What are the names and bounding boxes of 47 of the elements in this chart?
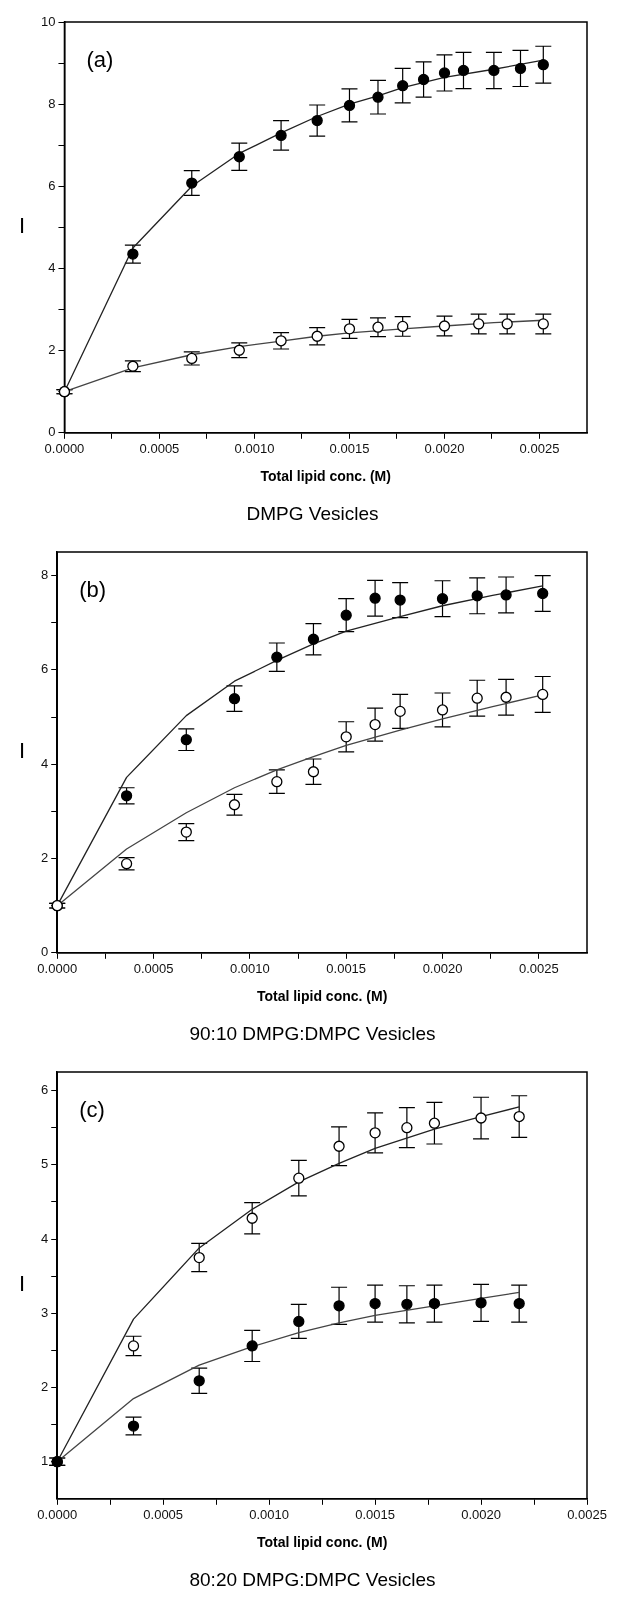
y-tick-label: 8 — [41, 567, 49, 583]
y-tick-label: 0 — [48, 424, 56, 440]
annotation: (a) — [86, 47, 114, 73]
y-axis-title: I — [18, 738, 26, 764]
x-axis-title: Total lipid conc. (M) — [256, 1533, 388, 1550]
y-tick-label: 4 — [41, 755, 49, 771]
text: 80:20 DMPG:DMPC Vesicles — [189, 1568, 436, 1590]
x-tick-label: 0.0020 — [422, 961, 463, 977]
x-tick-label: 0.0020 — [424, 441, 465, 457]
text: DMPG Vesicles — [246, 502, 379, 524]
x-tick-label: 0.0000 — [37, 1507, 78, 1523]
annotation: (c) — [79, 1097, 105, 1123]
y-tick-label: 3 — [41, 1304, 49, 1320]
y-tick-label: 8 — [48, 95, 56, 111]
x-tick-label: 0.0005 — [143, 1507, 184, 1523]
x-tick-label: 0.0005 — [139, 441, 180, 457]
y-tick-label: 2 — [41, 850, 49, 866]
x-tick-label: 0.0010 — [229, 961, 270, 977]
x-axis-title: Total lipid conc. (M) — [256, 987, 388, 1004]
x-tick-label: 0.0015 — [355, 1507, 395, 1523]
x-tick-label: 0.0005 — [133, 961, 174, 977]
y-tick-label: 2 — [41, 1379, 49, 1395]
x-tick-label: 0.0015 — [329, 441, 370, 457]
x-tick-label: 0.0000 — [44, 441, 85, 457]
y-axis-title: I — [18, 213, 26, 239]
y-tick-label: 6 — [41, 661, 49, 677]
y-tick-label: 2 — [48, 342, 56, 358]
y-tick-label: 1 — [41, 1453, 49, 1469]
x-tick-label: 0.0010 — [249, 1507, 290, 1523]
y-axis-title: I — [18, 1271, 26, 1297]
x-tick-label: 0.0010 — [234, 441, 275, 457]
x-tick-label: 0.0025 — [567, 1507, 607, 1523]
x-axis-title: Total lipid conc. (M) — [260, 467, 391, 484]
y-tick-label: 4 — [41, 1230, 49, 1246]
x-tick-label: 0.0015 — [326, 961, 367, 977]
y-tick-label: 0 — [41, 944, 49, 960]
x-tick-label: 0.0020 — [461, 1507, 501, 1523]
y-tick-label: 5 — [41, 1156, 49, 1172]
y-tick-label: 10 — [40, 13, 56, 29]
annotation: (b) — [79, 577, 107, 603]
x-tick-label: 0.0025 — [518, 961, 559, 977]
x-tick-label: 0.0000 — [37, 961, 78, 977]
y-tick-label: 6 — [41, 1082, 49, 1098]
text: 90:10 DMPG:DMPC Vesicles — [189, 1022, 436, 1044]
x-tick-label: 0.0025 — [519, 441, 560, 457]
y-tick-label: 6 — [48, 177, 56, 193]
y-tick-label: 4 — [48, 260, 56, 276]
